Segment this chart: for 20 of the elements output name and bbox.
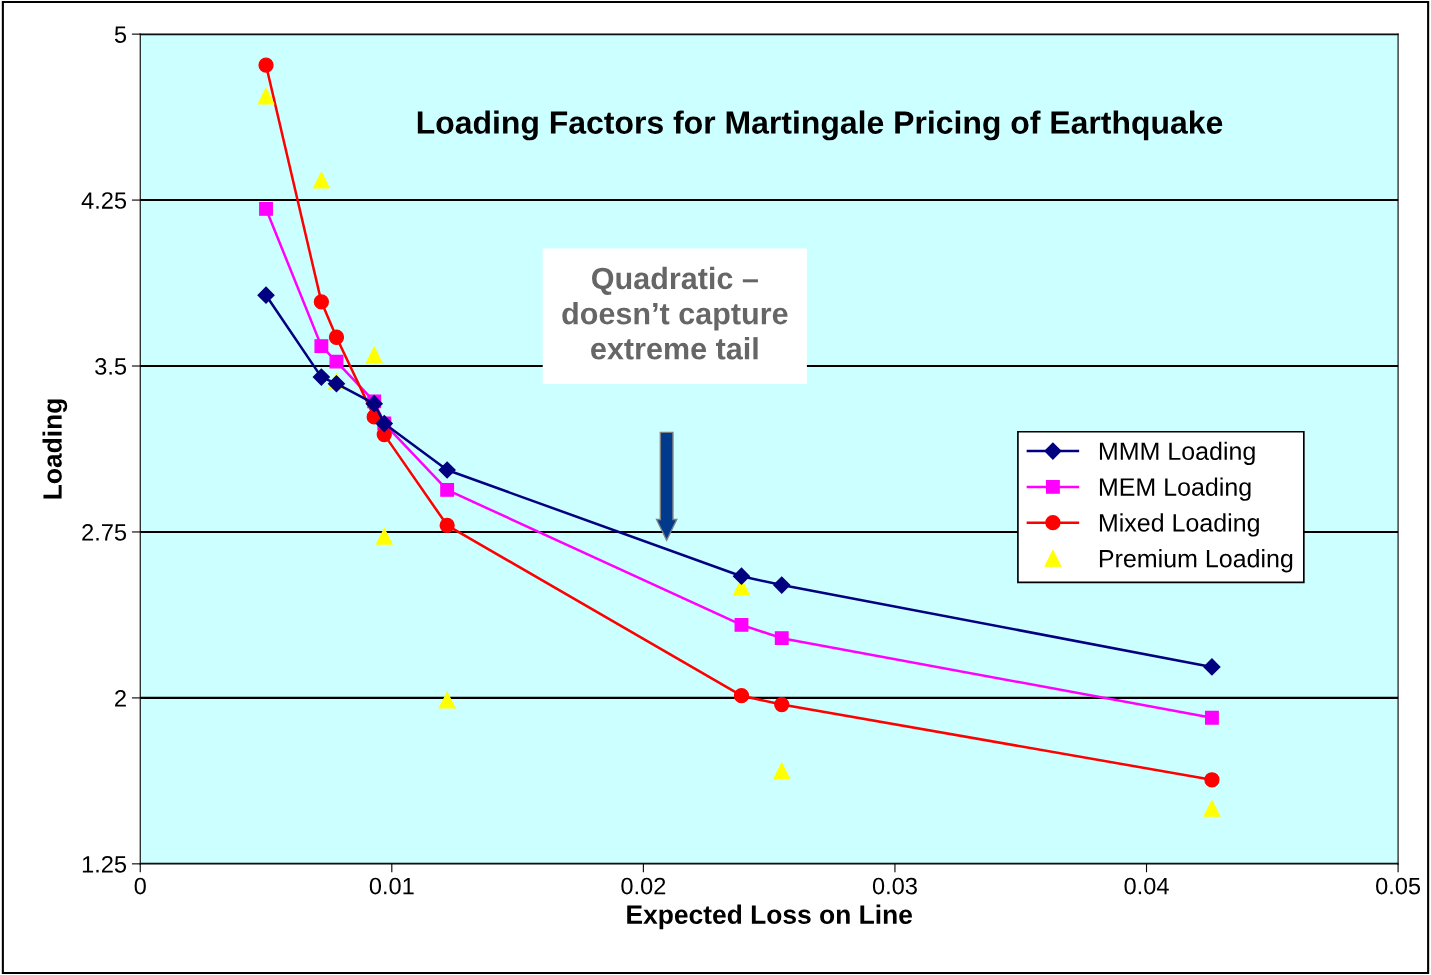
y-tick-label: 4.25 [81,192,127,209]
x-tick-label: 0.01 [369,877,414,895]
x-axis-title: Expected Loss on Line [627,904,912,930]
y-axis-title: Loading [42,399,68,499]
legend-label: MMM Loading [1099,441,1255,466]
y-tick-label: 5 [114,26,127,43]
legend-label: Mixed Loading [1099,513,1259,537]
annotation: Quadratic – doesn’t capture extreme tail [562,266,788,360]
y-tick-label: 1.25 [82,855,127,873]
x-tick-label: 0.05 [1376,877,1421,895]
x-tick-label: 0.03 [872,877,917,895]
y-tick-label: 3.5 [95,358,127,375]
x-tick-label: 0.02 [621,877,666,895]
legend-label: MEM Loading [1099,477,1251,501]
text: Loading Factors for Martingale Pricing of Earthquake [417,110,1223,141]
y-tick-label: 2.75 [82,524,127,541]
y-tick-label: 2 [115,689,126,707]
x-tick-label: 0 [134,877,146,895]
x-tick-label: 0.04 [1124,877,1169,895]
legend-label: Premium Loading [1099,549,1293,573]
